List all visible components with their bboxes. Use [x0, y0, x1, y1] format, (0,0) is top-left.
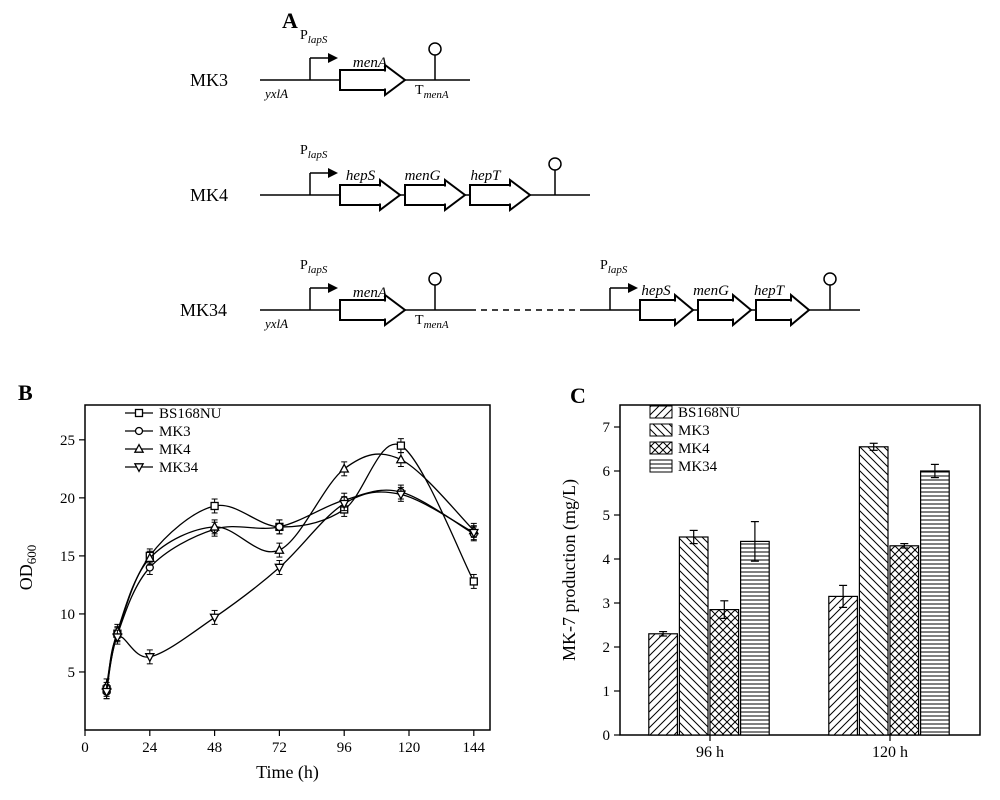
- svg-text:BS168NU: BS168NU: [678, 405, 741, 421]
- mk34-gene1-label: menA: [345, 285, 395, 302]
- svg-text:5: 5: [68, 665, 76, 681]
- svg-text:MK34: MK34: [159, 460, 199, 476]
- svg-text:25: 25: [60, 433, 75, 449]
- svg-text:BS168NU: BS168NU: [159, 406, 222, 422]
- construct-mk34-label: MK34: [180, 300, 227, 321]
- construct-mk34-diagram: [250, 260, 870, 340]
- svg-text:0: 0: [603, 728, 611, 744]
- mk3-terminator-label: TmenA: [415, 83, 449, 101]
- mk3-gene-label: menA: [345, 55, 395, 72]
- svg-text:144: 144: [463, 740, 486, 756]
- svg-text:0: 0: [81, 740, 89, 756]
- svg-text:120 h: 120 h: [872, 744, 908, 761]
- svg-text:MK3: MK3: [678, 423, 710, 439]
- mk34-gene-hepT: hepT: [748, 283, 790, 300]
- svg-text:15: 15: [60, 549, 75, 565]
- svg-text:2: 2: [603, 640, 611, 656]
- svg-text:24: 24: [142, 740, 158, 756]
- svg-text:7: 7: [603, 420, 611, 436]
- svg-text:Time (h): Time (h): [256, 762, 319, 783]
- mk4-promoter-label: PlapS: [300, 143, 327, 161]
- mk34-promoter1-label: PlapS: [300, 258, 327, 276]
- mk4-gene1-label: hepS: [338, 168, 383, 185]
- mk34-gene-hepS: hepS: [635, 283, 677, 300]
- svg-text:96: 96: [337, 740, 353, 756]
- svg-text:1: 1: [603, 684, 611, 700]
- svg-text:48: 48: [207, 740, 222, 756]
- svg-text:MK34: MK34: [678, 459, 718, 475]
- svg-text:10: 10: [60, 607, 75, 623]
- svg-text:MK4: MK4: [159, 442, 191, 458]
- mk34-integration-label: yxlA: [265, 316, 288, 332]
- svg-text:MK3: MK3: [159, 424, 191, 440]
- mk34-terminator-label: TmenA: [415, 313, 449, 331]
- mk3-integration-label: yxlA: [265, 86, 288, 102]
- svg-text:96 h: 96 h: [696, 744, 724, 761]
- svg-text:OD600: OD600: [16, 545, 39, 591]
- line-chart-b: 0 24 48 72 96 120 144 5 10 15 20 25 Time (h) OD600 BS1…: [10, 390, 510, 790]
- svg-text:5: 5: [603, 508, 611, 524]
- construct-mk3-label: MK3: [190, 70, 228, 91]
- svg-text:20: 20: [60, 491, 75, 507]
- mk4-gene2-label: menG: [400, 168, 445, 185]
- svg-text:MK4: MK4: [678, 441, 710, 457]
- construct-mk4-label: MK4: [190, 185, 228, 206]
- bar-chart-c: 0 1 2 3 4 5 6 7 MK-7 production (mg/L) 96 h 120 h B…: [555, 390, 995, 790]
- mk34-gene-menG: menG: [690, 283, 732, 300]
- svg-text:72: 72: [272, 740, 287, 756]
- svg-text:6: 6: [603, 464, 611, 480]
- mk34-promoter2-label: PlapS: [600, 258, 627, 276]
- mk3-promoter-label: PlapS: [300, 28, 327, 46]
- svg-text:120: 120: [398, 740, 421, 756]
- svg-text:4: 4: [603, 552, 611, 568]
- svg-text:MK-7 production (mg/L): MK-7 production (mg/L): [559, 479, 580, 661]
- mk4-gene3-label: hepT: [463, 168, 508, 185]
- svg-text:3: 3: [603, 596, 611, 612]
